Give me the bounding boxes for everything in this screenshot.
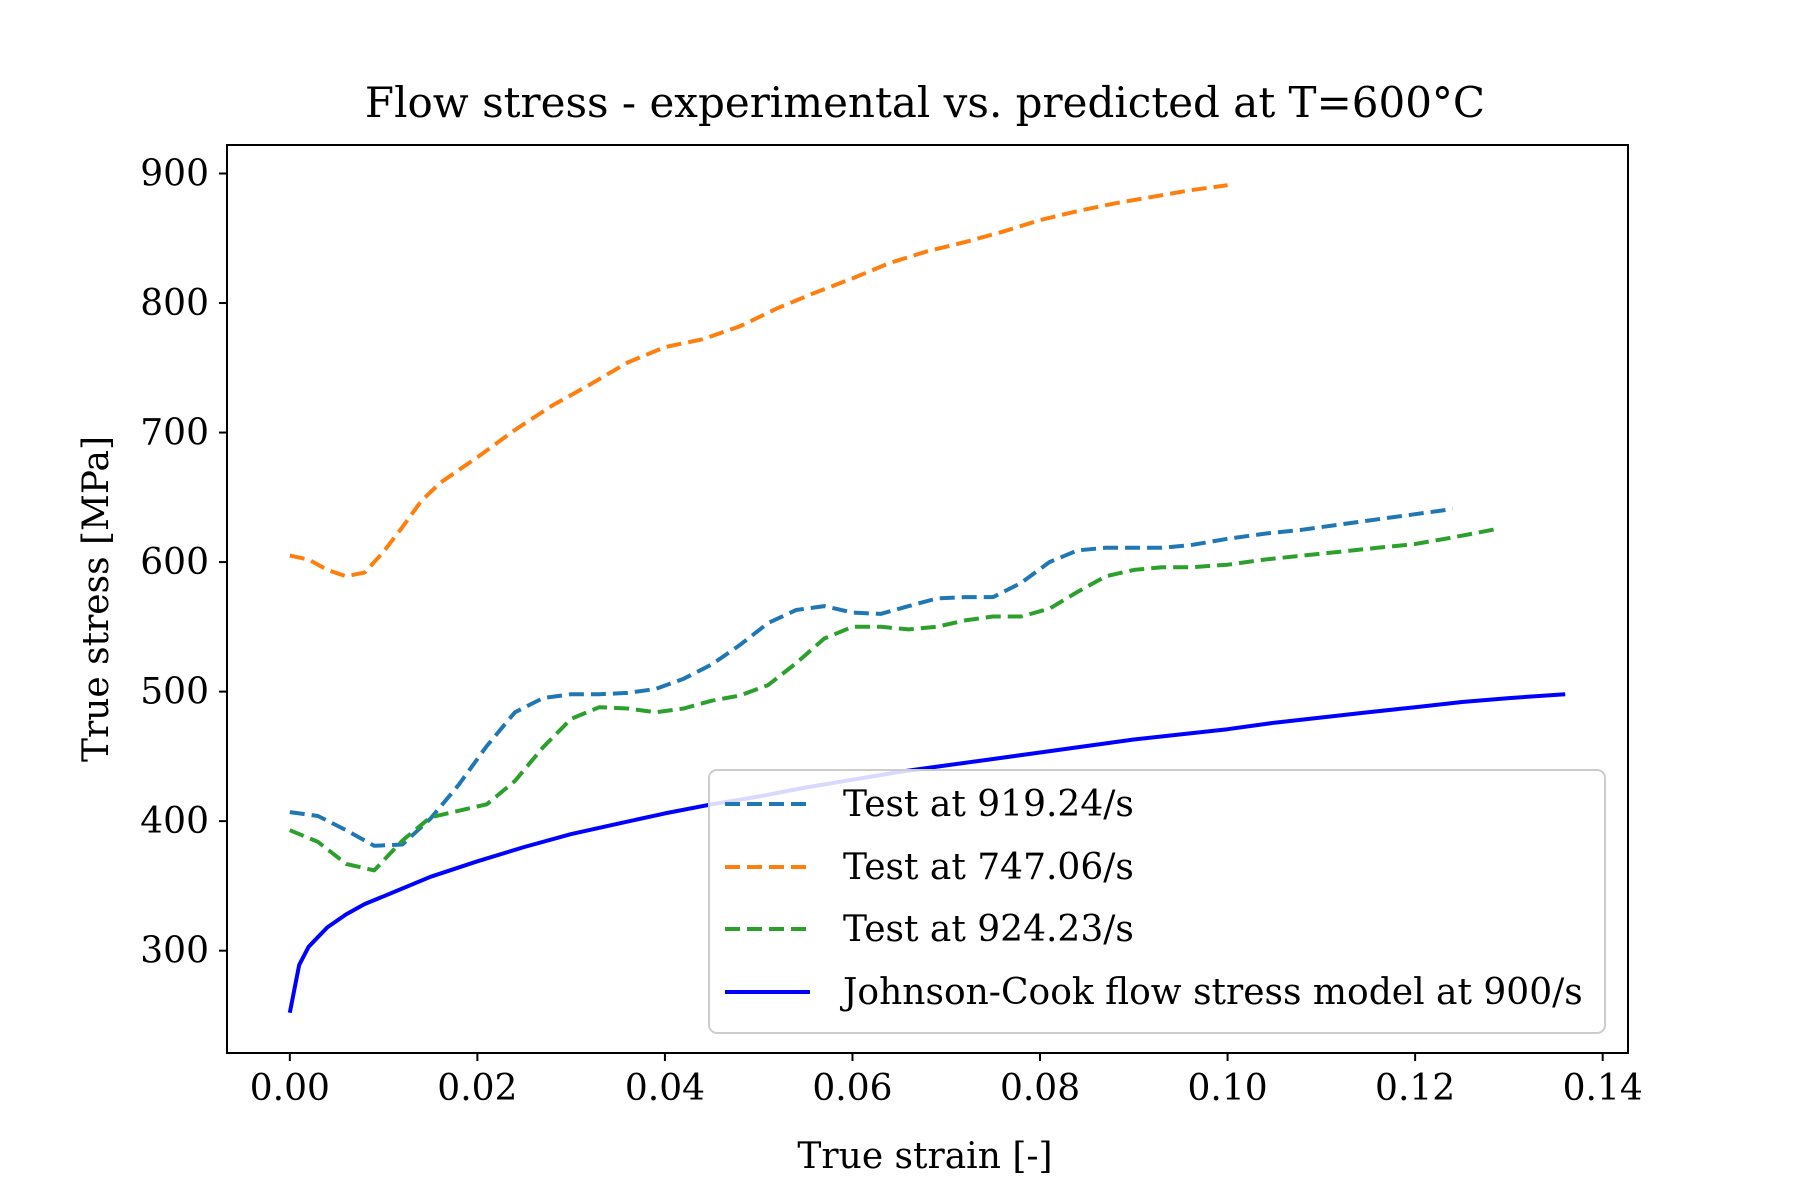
y-tick-label: 600 — [140, 542, 209, 583]
x-tick-label: 0.14 — [1563, 1068, 1643, 1109]
x-tick-label: 0.02 — [437, 1068, 517, 1109]
y-tick-label: 900 — [140, 153, 209, 194]
series-line-3 — [289, 526, 1500, 873]
y-tick-label: 500 — [140, 672, 209, 713]
x-tick-label: 0.08 — [1000, 1068, 1080, 1109]
x-tick-label: 0.04 — [625, 1068, 705, 1109]
x-axis-label: True strain [-] — [797, 1136, 1052, 1177]
legend-frame — [708, 769, 1606, 1034]
legend-label-3: Test at 924.23/s — [843, 909, 1134, 950]
chart-title: Flow stress - experimental vs. predicted… — [365, 78, 1485, 127]
series-line-1 — [289, 507, 1453, 848]
x-tick-label: 0.06 — [812, 1068, 892, 1109]
x-tick-label: 0.10 — [1188, 1068, 1268, 1109]
series-line-2 — [289, 183, 1228, 579]
legend-label-4: Johnson-Cook flow stress model at 900/s — [839, 972, 1583, 1013]
legend-label-2: Test at 747.06/s — [843, 847, 1134, 888]
legend-label-1: Test at 919.24/s — [843, 784, 1134, 825]
plot-frame — [226, 144, 1629, 1054]
y-tick-label: 300 — [140, 931, 209, 972]
legend-entries: Test at 919.24/s Test at 747.06/s Test at … — [725, 784, 1583, 1013]
y-tick-label: 400 — [140, 801, 209, 842]
y-tick-label: 700 — [140, 413, 209, 454]
y-axis-ticks: 300 400 500 600 700 800 900 — [140, 153, 227, 972]
x-axis-ticks: 0.00 0.02 0.04 0.06 0.08 0.10 0.12 0.14 — [250, 1053, 1643, 1109]
x-tick-label: 0.00 — [250, 1068, 330, 1109]
x-tick-label: 0.12 — [1375, 1068, 1455, 1109]
y-axis-label: True stress [MPa] — [76, 436, 117, 762]
legend: Test at 919.24/s Test at 747.06/s Test at … — [708, 769, 1606, 1034]
y-tick-label: 800 — [140, 283, 209, 324]
